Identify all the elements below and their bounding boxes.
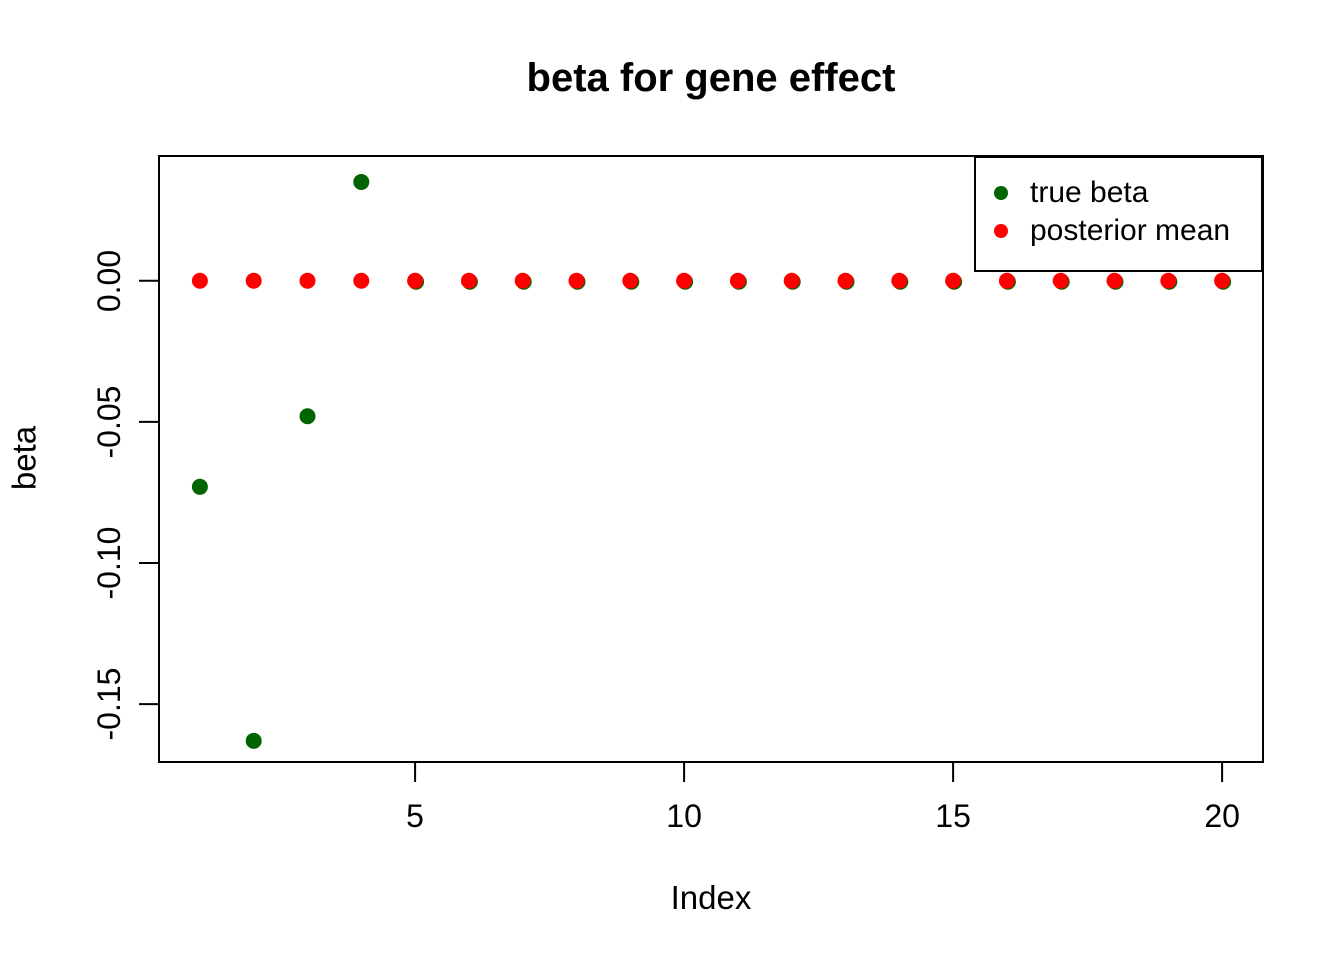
data-point-true-beta [353, 173, 370, 190]
data-point-posterior-mean [514, 272, 531, 289]
y-axis-label: beta [5, 425, 43, 491]
data-point-posterior-mean [1052, 272, 1069, 289]
data-point-posterior-mean [353, 272, 370, 289]
chart-title: beta for gene effect [526, 56, 896, 100]
x-tick-label: 15 [935, 798, 971, 834]
data-point-posterior-mean [891, 272, 908, 289]
x-tick-label: 20 [1204, 798, 1240, 834]
legend-item-posterior-mean: posterior mean [976, 212, 1261, 250]
data-point-posterior-mean [945, 272, 962, 289]
data-point-posterior-mean [783, 272, 800, 289]
data-point-true-beta [299, 408, 316, 425]
data-point-posterior-mean [1214, 272, 1231, 289]
data-point-posterior-mean [676, 272, 693, 289]
x-axis-label: Index [670, 879, 752, 916]
y-tick-label: -0.10 [91, 526, 127, 600]
x-tick-label: 5 [406, 798, 424, 834]
data-point-posterior-mean [460, 272, 477, 289]
data-point-posterior-mean [191, 272, 208, 289]
legend-label-true-beta: true beta [1030, 176, 1149, 209]
data-point-posterior-mean [998, 272, 1015, 289]
data-point-posterior-mean [622, 272, 639, 289]
data-point-posterior-mean [837, 272, 854, 289]
legend-marker-posterior-mean-icon [994, 224, 1008, 238]
legend-item-true-beta: true beta [976, 174, 1261, 212]
data-point-true-beta [245, 732, 262, 749]
data-point-posterior-mean [1106, 272, 1123, 289]
legend: true beta posterior mean [974, 156, 1263, 272]
y-tick-label: 0.00 [91, 249, 127, 312]
y-tick-label: -0.15 [91, 667, 127, 741]
y-tick-label: -0.05 [91, 385, 127, 459]
data-point-posterior-mean [729, 272, 746, 289]
x-tick-label: 10 [666, 798, 702, 834]
legend-marker-true-beta-icon [994, 186, 1008, 200]
data-point-posterior-mean [1160, 272, 1177, 289]
data-point-posterior-mean [568, 272, 585, 289]
data-point-posterior-mean [299, 272, 316, 289]
data-point-true-beta [191, 478, 208, 495]
plot-area [158, 155, 1264, 763]
data-point-posterior-mean [245, 272, 262, 289]
data-point-posterior-mean [407, 272, 424, 289]
legend-label-posterior-mean: posterior mean [1030, 214, 1231, 247]
